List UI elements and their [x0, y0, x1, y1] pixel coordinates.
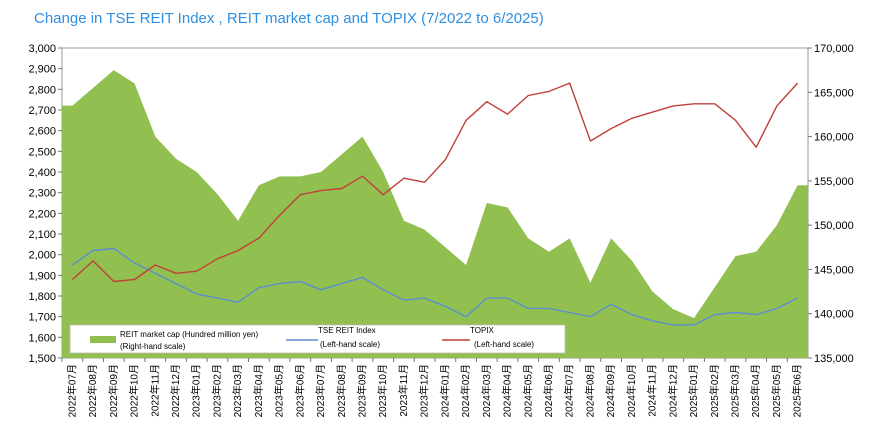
left-axis-tick-label: 1,500 — [28, 353, 56, 365]
right-axis-tick-label: 170,000 — [814, 43, 854, 55]
left-axis-tick-label: 2,200 — [28, 208, 56, 220]
x-axis-tick-label: 2025年05月 — [770, 364, 783, 417]
right-axis-tick-label: 165,000 — [814, 87, 854, 99]
left-axis: 1,500 1,600 1,700 1,800 1,900 2,000 2,100 2,200… — [28, 43, 62, 365]
x-axis-tick-label: 2025年06月 — [791, 364, 804, 417]
x-axis-tick-label: 2025年01月 — [687, 364, 700, 417]
x-axis-tick-label: 2025年02月 — [708, 364, 721, 417]
x-axis-tick-label: 2023年05月 — [273, 364, 286, 417]
x-axis-tick-label: 2023年03月 — [231, 364, 244, 417]
legend-note-topix: (Left-hand scale) — [474, 340, 534, 349]
x-axis-tick-label: 2025年04月 — [749, 364, 762, 417]
left-axis-tick-label: 2,100 — [28, 229, 56, 241]
x-axis-tick-label: 2023年02月 — [210, 364, 223, 417]
left-axis-tick-label: 2,900 — [28, 64, 56, 76]
right-axis-tick-label: 155,000 — [814, 176, 854, 188]
x-axis-tick-label: 2024年02月 — [459, 364, 472, 417]
legend: REIT market cap (Hundred million yen) (R… — [69, 324, 566, 354]
x-axis-tick-label: 2024年09月 — [604, 364, 617, 417]
x-axis-tick-label: 2024年07月 — [563, 364, 576, 417]
left-axis-tick-label: 2,300 — [28, 188, 56, 200]
x-axis-tick-label: 2023年11月 — [397, 364, 410, 417]
market-cap-area — [62, 70, 808, 358]
x-axis-tick-label: 2022年07月 — [65, 364, 78, 417]
left-axis-tick-label: 2,800 — [28, 84, 56, 96]
legend-label-topix: TOPIX — [470, 326, 495, 335]
right-axis-tick-label: 135,000 — [814, 353, 854, 365]
x-axis-tick-label: 2023年09月 — [355, 364, 368, 417]
x-axis-tick-label: 2023年01月 — [190, 364, 203, 417]
x-axis-tick-label: 2024年05月 — [521, 364, 534, 417]
left-axis-tick-label: 3,000 — [28, 43, 56, 55]
x-axis-tick-label: 2024年03月 — [480, 364, 493, 417]
right-axis-tick-label: 145,000 — [814, 264, 854, 276]
left-axis-tick-label: 2,700 — [28, 105, 56, 117]
right-axis-tick-label: 150,000 — [814, 220, 854, 232]
left-axis-tick-label: 1,600 — [28, 332, 56, 344]
x-axis-tick-label: 2023年12月 — [418, 364, 431, 417]
x-axis-tick-label: 2024年04月 — [501, 364, 514, 417]
legend-label-market-cap: REIT market cap (Hundred million yen) — [120, 330, 258, 339]
left-axis-tick-label: 2,000 — [28, 250, 56, 262]
legend-note-reit-index: (Left-hand scale) — [320, 340, 380, 349]
x-axis-tick-label: 2022年12月 — [169, 364, 182, 417]
x-axis-tick-label: 2025年03月 — [728, 364, 741, 417]
x-axis-tick-label: 2023年04月 — [252, 364, 265, 417]
x-axis-tick-label: 2024年06月 — [542, 364, 555, 417]
topix-line — [71, 82, 799, 283]
right-axis-tick-label: 140,000 — [814, 309, 854, 321]
left-axis-tick-label: 2,400 — [28, 167, 56, 179]
legend-note-market-cap: (Right-hand scale) — [120, 342, 186, 351]
x-axis-tick-label: 2022年11月 — [148, 364, 161, 417]
left-axis-tick-label: 2,600 — [28, 126, 56, 138]
x-axis-tick-label: 2024年11月 — [646, 364, 659, 417]
x-axis-tick-label: 2024年08月 — [583, 364, 596, 417]
market-cap-area-layer — [62, 70, 808, 358]
x-axis-tick-label: 2023年07月 — [314, 364, 327, 417]
x-axis-tick-label: 2023年10月 — [376, 364, 389, 417]
reit-index-line — [71, 247, 798, 326]
left-axis-tick-label: 1,900 — [28, 270, 56, 282]
chart-title: Change in TSE REIT Index , REIT market c… — [34, 10, 544, 27]
x-axis-tick-label: 2022年09月 — [107, 364, 120, 417]
x-axis-tick-label: 2023年08月 — [335, 364, 348, 417]
x-axis-tick-label: 2024年12月 — [666, 364, 679, 417]
x-axis: 2022年07月 2022年08月 2022年09月 2022年10月 2022年11月… — [61, 358, 804, 417]
left-axis-tick-label: 1,700 — [28, 312, 56, 324]
right-axis-tick-label: 160,000 — [814, 132, 854, 144]
x-axis-tick-label: 2022年10月 — [128, 364, 141, 417]
line-layer — [71, 82, 799, 326]
left-axis-tick-label: 2,500 — [28, 146, 56, 158]
x-axis-tick-label: 2022年08月 — [86, 364, 99, 417]
x-axis-tick-label: 2024年01月 — [438, 364, 451, 417]
x-axis-tick-label: 2024年10月 — [625, 364, 638, 417]
legend-swatch-market-cap — [90, 336, 116, 343]
x-axis-tick-label: 2023年06月 — [293, 364, 306, 417]
legend-label-reit-index: TSE REIT Index — [318, 326, 376, 335]
right-axis: 135,000 140,000 145,000 150,000 155,000 160,0… — [808, 43, 854, 365]
left-axis-tick-label: 1,800 — [28, 291, 56, 303]
